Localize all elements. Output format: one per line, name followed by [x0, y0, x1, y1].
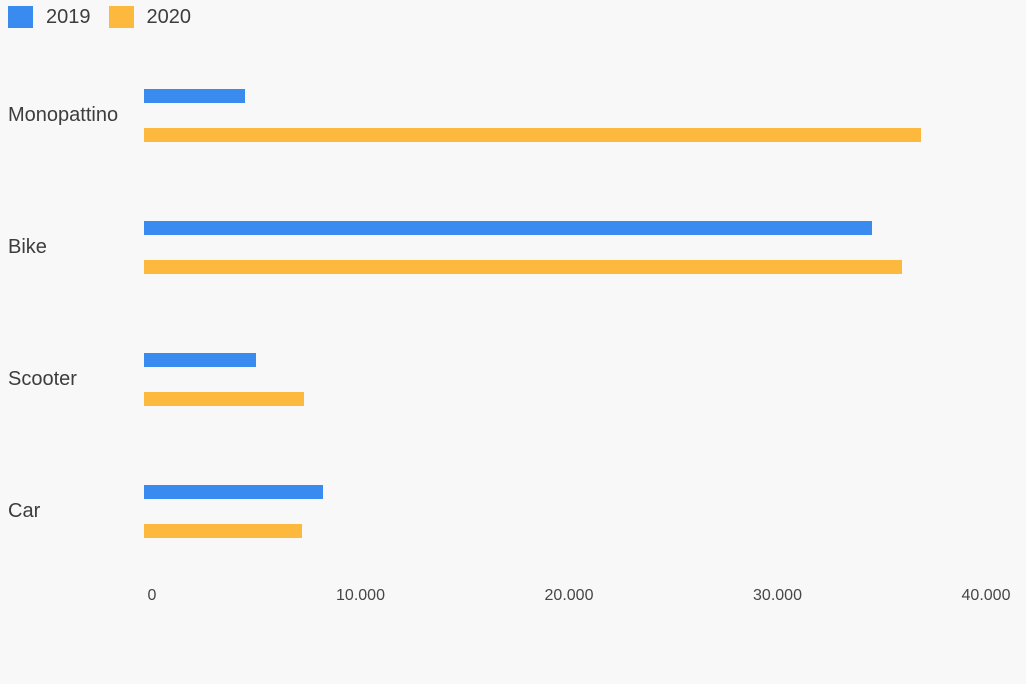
- chart-rows: Monopattino Bike Scooter Car: [0, 49, 1026, 577]
- category-row-car: Car: [0, 445, 1026, 577]
- x-tick-label: 0: [147, 587, 157, 604]
- category-label: Car: [8, 499, 41, 522]
- bar-2019-car: [144, 484, 323, 499]
- bar-2019-bike: [144, 220, 873, 235]
- legend-item-2020: 2020: [108, 6, 192, 28]
- bar-group: [144, 220, 986, 274]
- bar-2020-bike: [144, 259, 902, 274]
- x-tick-label: 10.000: [336, 587, 385, 604]
- legend-label: 2020: [146, 6, 192, 28]
- bar-2019-monopattino: [144, 88, 246, 103]
- category-row-bike: Bike: [0, 181, 1026, 313]
- legend-item-2019: 2019: [8, 6, 91, 28]
- x-tick-label: 40.000: [961, 587, 1011, 604]
- bar-2020-monopattino: [144, 127, 921, 142]
- x-tick-label: 20.000: [544, 587, 594, 604]
- legend-swatch-icon: [108, 6, 134, 28]
- category-label: Monopattino: [8, 103, 119, 126]
- legend: 2019 2020: [0, 0, 1026, 28]
- bar-group: [144, 352, 986, 406]
- x-tick-label: 30.000: [753, 587, 802, 604]
- bar-2020-car: [144, 523, 302, 538]
- legend-label: 2019: [46, 6, 91, 28]
- legend-swatch-icon: [8, 6, 33, 28]
- bar-group: [144, 88, 986, 142]
- x-axis: 0 10.000 20.000 30.000 40.000: [148, 587, 1011, 607]
- bar-2019-scooter: [144, 352, 256, 367]
- bar-2020-scooter: [144, 391, 304, 406]
- category-label: Bike: [8, 235, 47, 258]
- category-row-monopattino: Monopattino: [0, 49, 1026, 181]
- bar-group: [144, 484, 986, 538]
- category-row-scooter: Scooter: [0, 313, 1026, 445]
- category-label: Scooter: [8, 367, 77, 390]
